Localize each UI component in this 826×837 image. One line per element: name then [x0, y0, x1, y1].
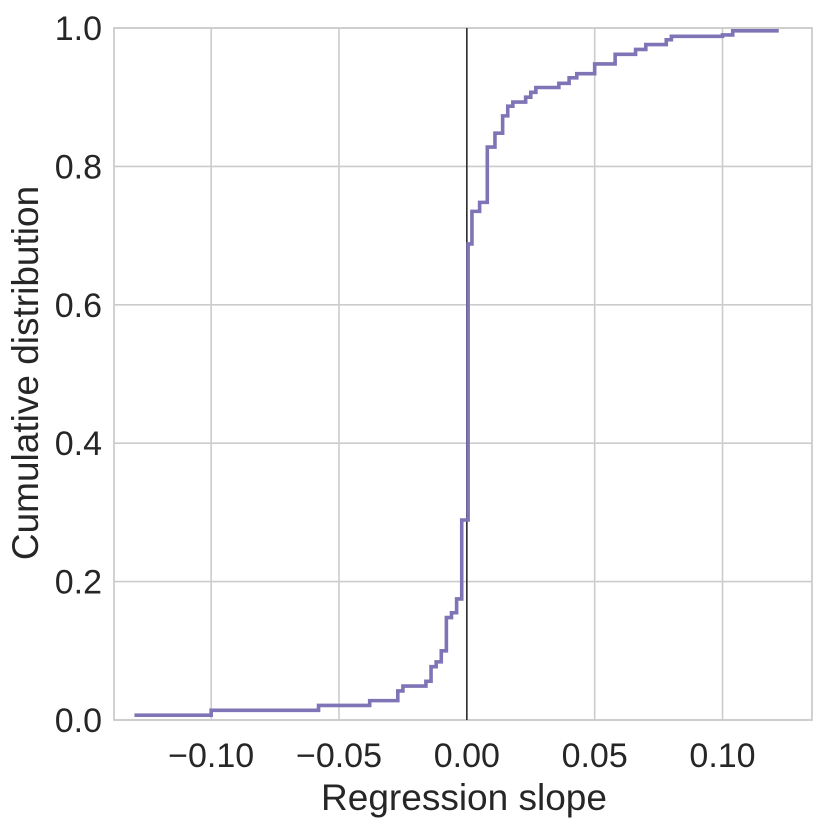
x-tick-label: 0.10 — [689, 737, 755, 775]
x-tick-label: 0.05 — [562, 737, 628, 775]
x-tick-label: −0.05 — [296, 737, 382, 775]
y-tick-label: 0.8 — [55, 148, 102, 186]
cdf-step-line — [134, 28, 779, 717]
y-tick-label: 0.0 — [55, 702, 102, 740]
plot-frame — [113, 27, 813, 721]
y-tick-label: 1.0 — [55, 10, 102, 48]
y-tick-labels: 0.0 0.2 0.4 0.6 0.8 1.0 — [55, 10, 102, 740]
x-tick-labels: −0.10 −0.05 0.00 0.05 0.10 — [168, 737, 755, 775]
x-tick-label: 0.00 — [434, 737, 500, 775]
x-axis-label: Regression slope — [321, 777, 607, 818]
y-tick-label: 0.4 — [55, 425, 102, 463]
y-tick-label: 0.2 — [55, 564, 102, 602]
series-group — [134, 28, 779, 717]
y-axis-label: Cumulative distribution — [5, 186, 46, 560]
y-tick-label: 0.6 — [55, 287, 102, 325]
grid-lines — [114, 27, 812, 721]
x-tick-label: −0.10 — [168, 737, 254, 775]
plot-border — [113, 27, 813, 721]
